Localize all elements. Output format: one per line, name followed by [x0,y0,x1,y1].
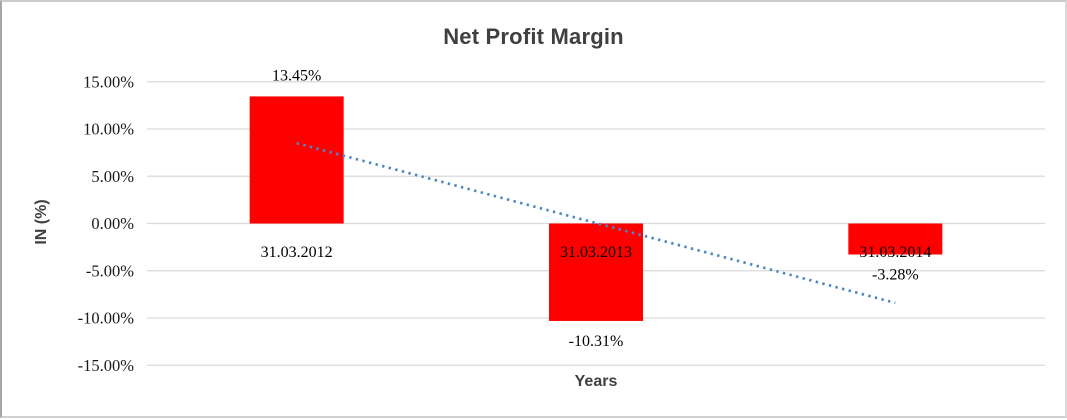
data-label: -3.28% [872,266,919,283]
y-tick-label: -10.00% [78,309,135,328]
x-axis-title: Years [574,373,618,390]
bar-31.03.2013[interactable] [549,223,643,321]
category-label: 31.03.2012 [261,244,333,261]
category-label: 31.03.2013 [560,244,632,261]
bar-31.03.2012[interactable] [249,96,344,224]
y-tick-label: -15.00% [78,356,135,375]
chart-title: Net Profit Margin [443,24,624,49]
y-tick-label: -5.00% [86,261,134,280]
trendline[interactable] [296,141,896,305]
y-tick-label: 10.00% [83,120,134,139]
data-label: -10.31% [569,333,624,350]
category-label: 31.03.2014 [859,244,931,261]
data-label: 13.45% [272,67,321,84]
y-tick-label: 0.00% [91,214,134,233]
y-tick-label: 15.00% [83,72,134,91]
y-axis-title: IN (%) [33,199,50,245]
bar-31.03.2014[interactable] [848,223,943,255]
y-tick-label: 5.00% [91,167,134,186]
